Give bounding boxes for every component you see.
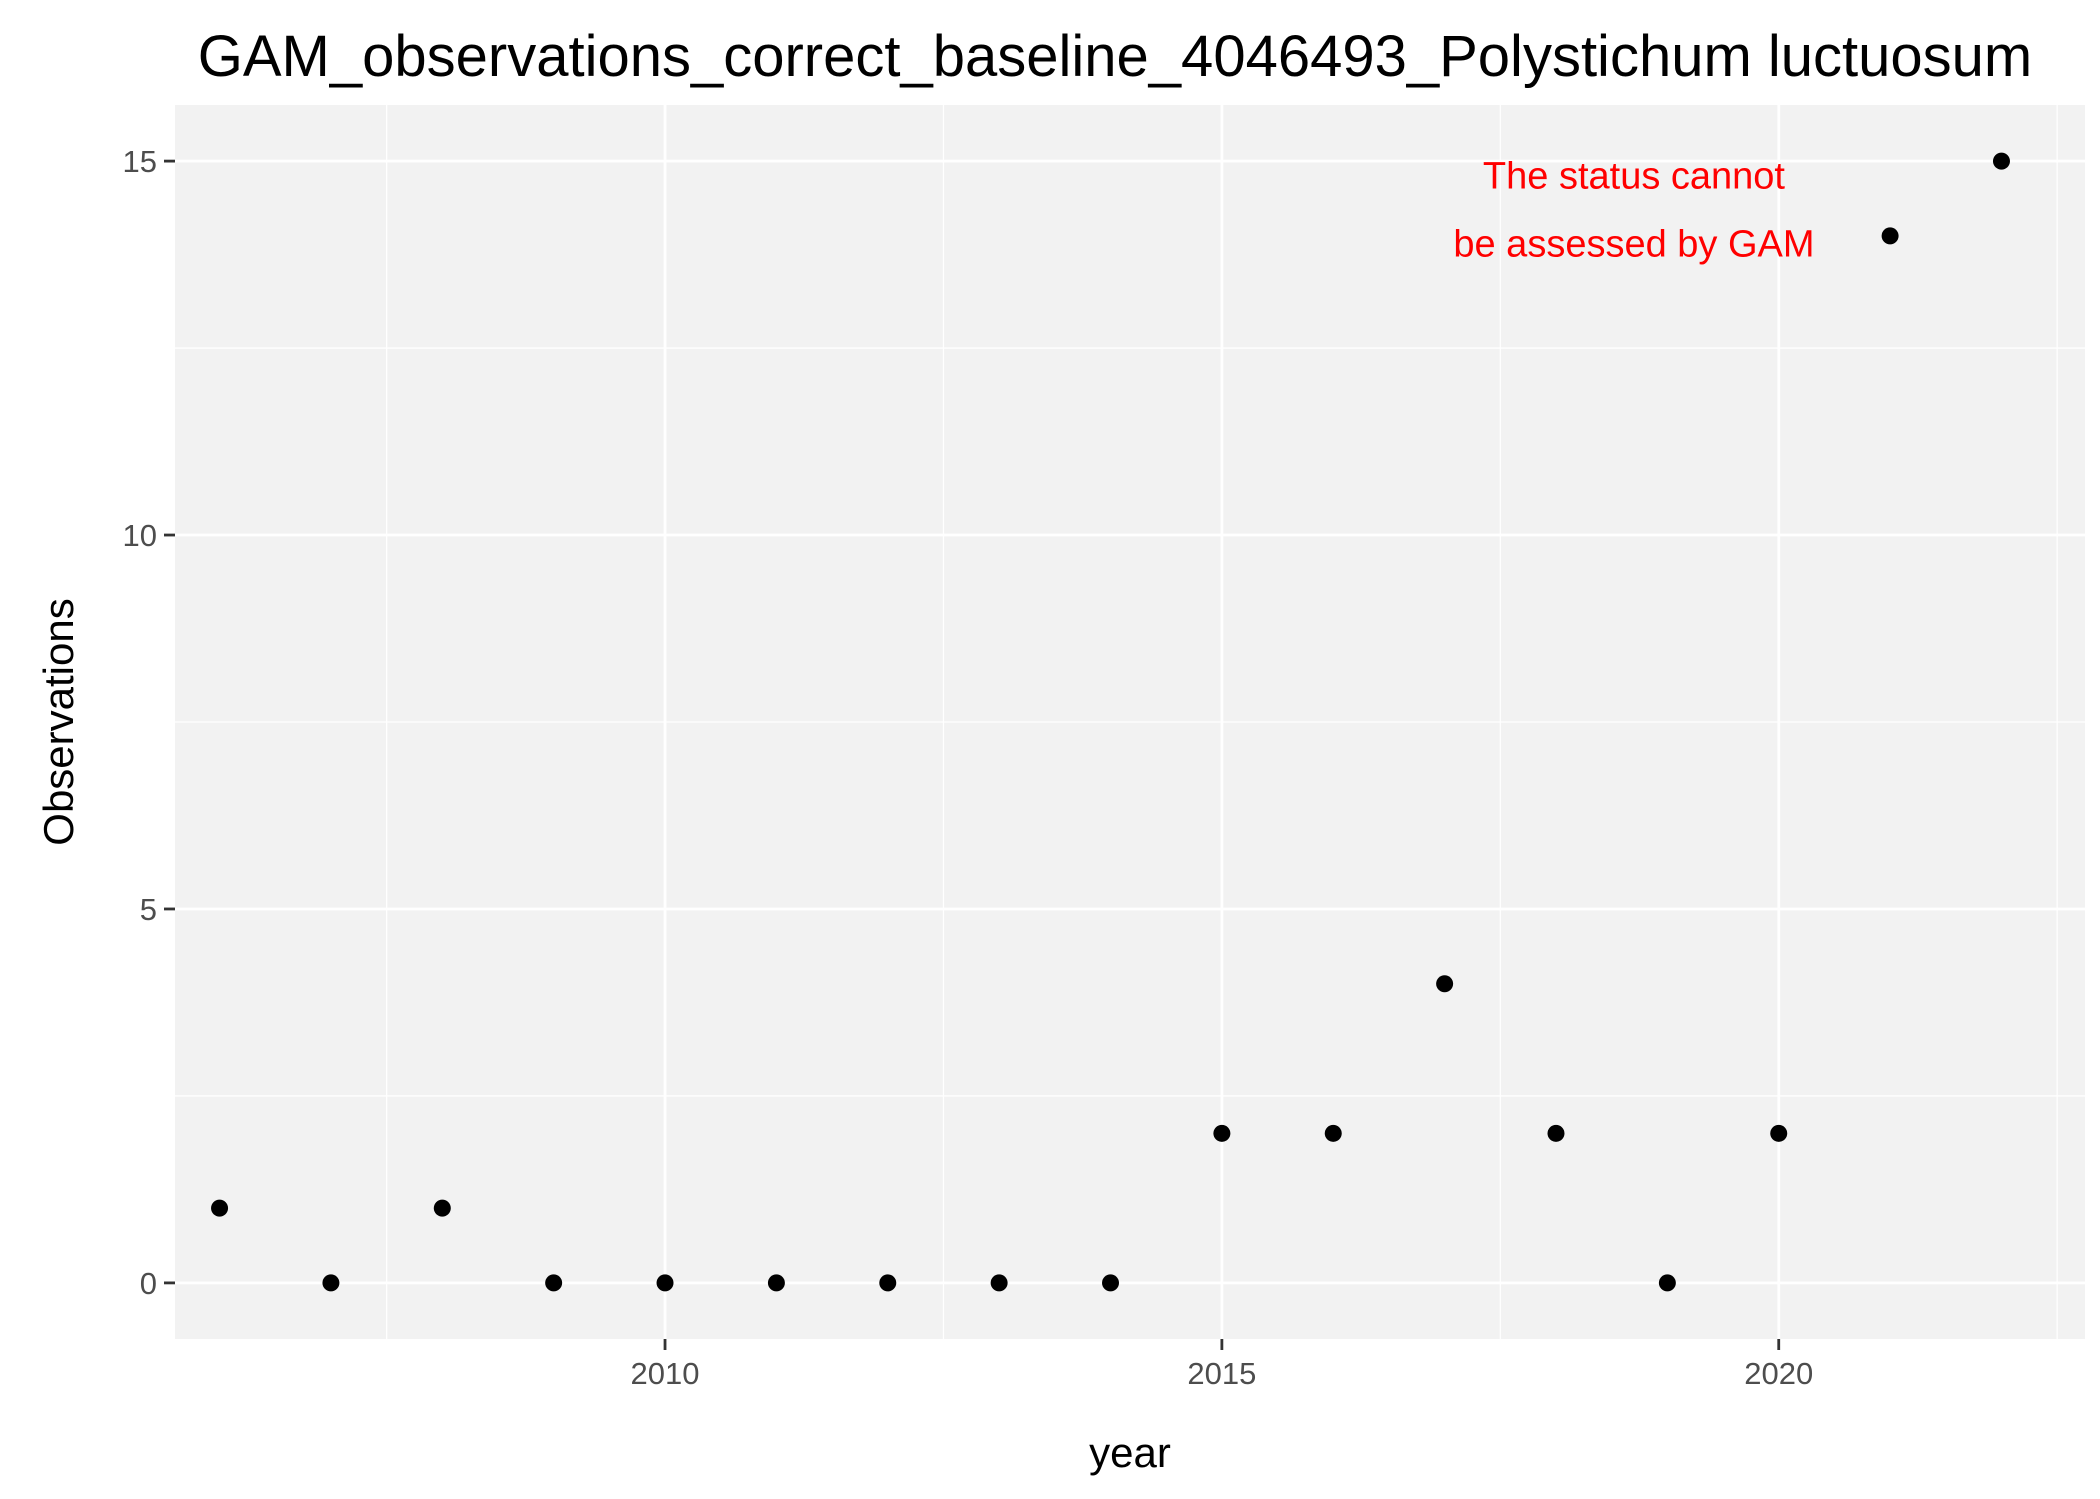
data-point xyxy=(1102,1274,1120,1292)
data-point xyxy=(211,1199,229,1217)
data-point xyxy=(656,1274,674,1292)
y-tick-label: 0 xyxy=(140,1266,157,1301)
x-tick-label: 2010 xyxy=(631,1356,700,1391)
data-point xyxy=(1213,1124,1231,1142)
data-point xyxy=(1436,975,1454,993)
status-annotation: The status cannot be assessed by GAM xyxy=(1453,155,1814,265)
minor-gridlines xyxy=(175,105,2085,1339)
y-tick-label: 10 xyxy=(123,518,157,553)
data-point xyxy=(879,1274,897,1292)
data-point xyxy=(322,1274,340,1292)
data-point xyxy=(1770,1124,1788,1142)
data-point xyxy=(433,1199,451,1217)
data-point xyxy=(1547,1124,1565,1142)
data-point xyxy=(1324,1124,1342,1142)
data-points xyxy=(211,152,2010,1292)
data-point xyxy=(1881,227,1899,245)
data-point xyxy=(990,1274,1008,1292)
x-axis: 2010 2015 2020 xyxy=(631,1339,1813,1391)
x-tick-label: 2020 xyxy=(1744,1356,1813,1391)
data-point xyxy=(1658,1274,1676,1292)
annotation-line: be assessed by GAM xyxy=(1453,223,1814,265)
data-point xyxy=(545,1274,563,1292)
x-tick-label: 2015 xyxy=(1187,1356,1256,1391)
y-tick-label: 5 xyxy=(140,892,157,927)
data-point xyxy=(1992,152,2010,170)
y-tick-label: 15 xyxy=(123,144,157,179)
data-point xyxy=(767,1274,785,1292)
y-axis-title: Observations xyxy=(35,598,82,845)
x-axis-title: year xyxy=(1089,1429,1171,1476)
y-axis: 0 5 10 15 xyxy=(123,144,175,1301)
annotation-line: The status cannot xyxy=(1483,155,1786,197)
chart-title: GAM_observations_correct_baseline_404649… xyxy=(198,24,2032,89)
